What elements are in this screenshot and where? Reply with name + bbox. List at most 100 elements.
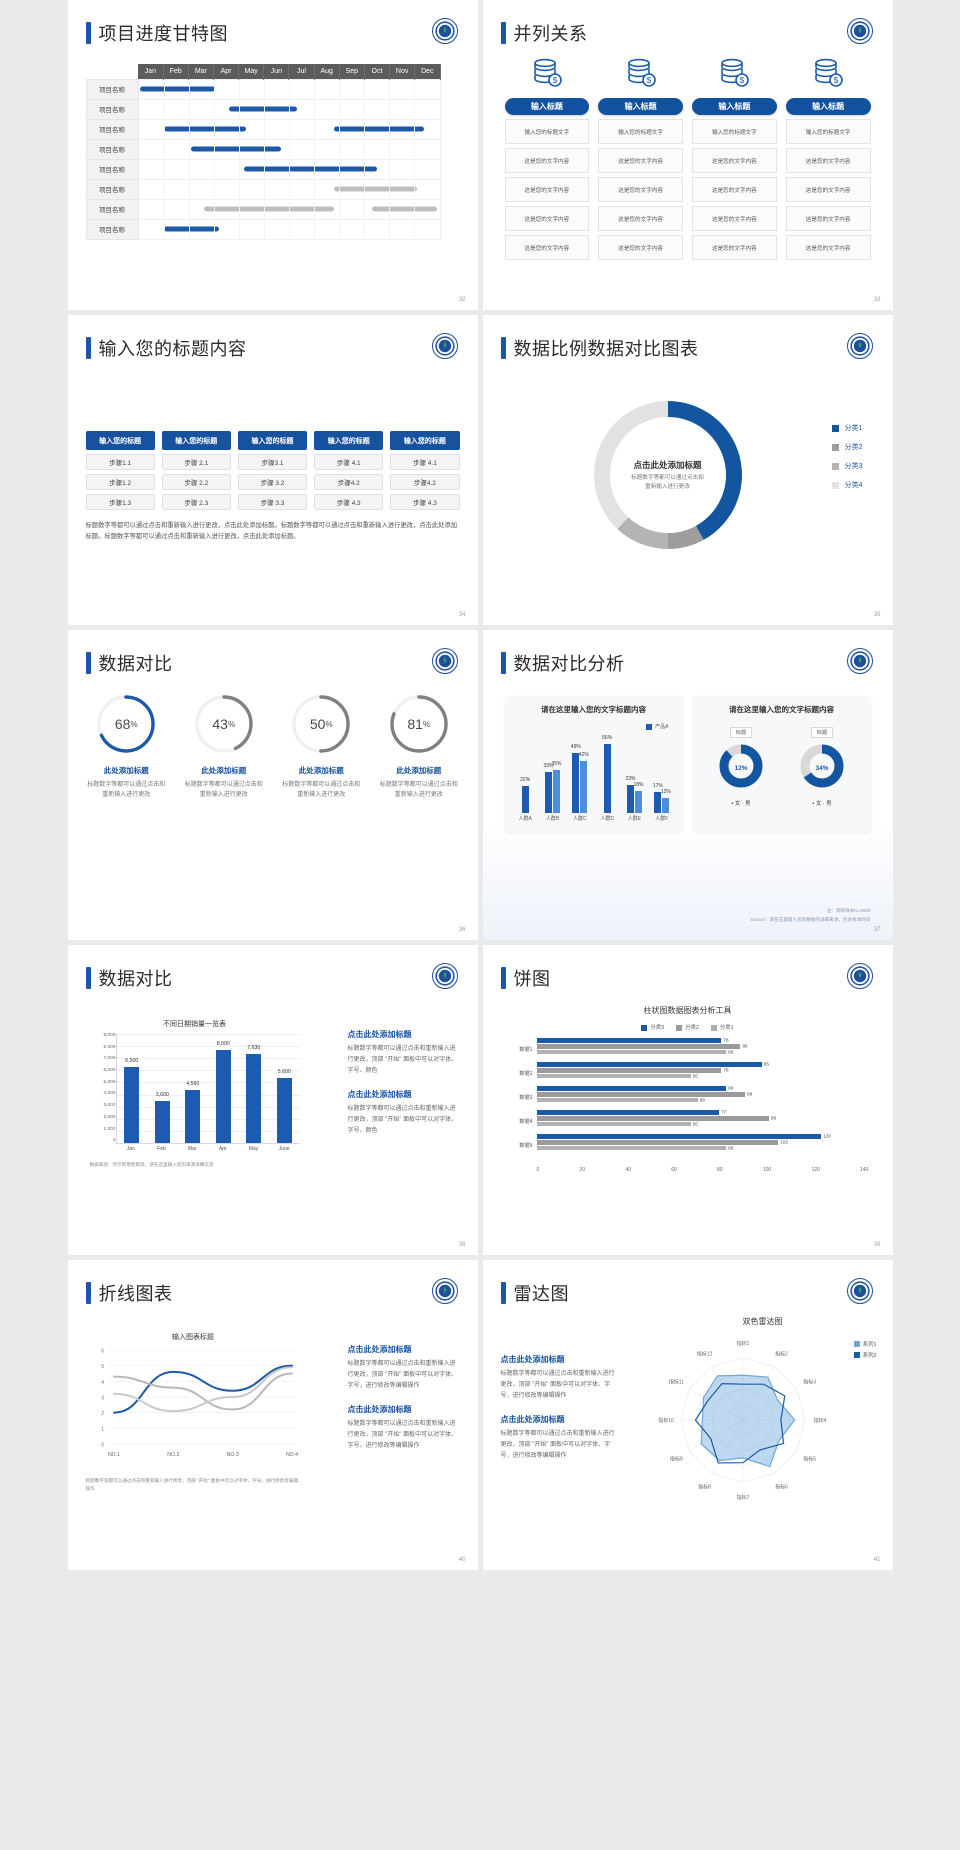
bar[interactable]: 7,630 (246, 1045, 262, 1143)
column-pill-button[interactable]: 输入标题 (785, 98, 871, 115)
bar[interactable]: 12% (661, 789, 671, 813)
donut-segment[interactable] (593, 401, 668, 529)
content-cell[interactable]: 输入您的标题文字 (598, 119, 683, 144)
content-cell[interactable]: 这是您的文字内容 (785, 148, 871, 173)
bar[interactable]: 80 (536, 1086, 733, 1091)
step-cell[interactable]: 步骤 4.3 (390, 494, 460, 510)
bar[interactable]: 56% (602, 735, 612, 813)
bar[interactable]: 80 (536, 1050, 733, 1055)
content-cell[interactable]: 这是您的文字内容 (598, 148, 683, 173)
step-cell[interactable]: 步骤 4.1 (390, 454, 460, 470)
bar[interactable]: 35% (551, 761, 561, 813)
bar[interactable]: 65 (536, 1074, 698, 1079)
content-cell[interactable]: 这是您的文字内容 (785, 206, 871, 231)
bar[interactable]: 42% (579, 752, 589, 813)
step-cell[interactable]: 步骤 2.3 (161, 494, 231, 510)
slide-35[interactable]: 数据比例数据对比图表 点击此处添加标题 标题数字等都可以通过点击和 重新输入进行更… (482, 315, 893, 625)
bar[interactable]: 3,600 (154, 1092, 170, 1143)
content-cell[interactable]: 输入您的标题文字 (692, 119, 777, 144)
bar[interactable]: 22% (520, 777, 530, 813)
donut-segment[interactable] (616, 517, 668, 549)
step-cell[interactable]: 步骤 3.2 (237, 474, 308, 490)
bar[interactable]: 78 (536, 1068, 729, 1073)
coin-stack-icon: $ (530, 58, 564, 93)
bar[interactable]: 5,600 (276, 1069, 292, 1143)
bar[interactable]: 120 (536, 1134, 831, 1139)
gantt-bar[interactable] (163, 226, 219, 232)
content-cell[interactable]: 这是您的文字内容 (692, 206, 777, 231)
step-cell[interactable]: 步骤 3.3 (237, 494, 308, 510)
step-cell[interactable]: 步骤4.2 (390, 474, 460, 490)
gantt-bar[interactable] (139, 86, 215, 92)
bar[interactable]: 65 (536, 1122, 698, 1127)
bar[interactable]: 33% (543, 763, 553, 813)
content-cell[interactable]: 这是您的文字内容 (692, 148, 777, 173)
step-cell[interactable]: 步骤1.3 (85, 494, 155, 510)
content-cell[interactable]: 这是您的文字内容 (598, 206, 683, 231)
slide-40[interactable]: 折线图表 输入图表标题 6 5 4 3 2 1 0 NO.1 NO.2 NO.3 NO.4 标题数字… (67, 1260, 478, 1570)
donut-segment[interactable] (667, 401, 742, 540)
gantt-bar[interactable] (243, 166, 377, 172)
gantt-bar[interactable] (334, 126, 425, 132)
slide-32[interactable]: 项目进度甘特图 Jan Feb Mar Apr May Jun Jul Aug Sep Oct No… (67, 0, 478, 310)
step-cell[interactable]: 步骤1.1 (85, 454, 155, 470)
column-pill-button[interactable]: 输入标题 (598, 98, 683, 115)
gantt-bar[interactable] (334, 186, 417, 192)
gantt-bar[interactable] (191, 146, 282, 152)
bar[interactable]: 49% (571, 744, 581, 813)
content-cell[interactable]: 这是您的文字内容 (504, 177, 590, 202)
bar[interactable]: 86 (536, 1044, 748, 1049)
gantt-bar[interactable] (371, 206, 437, 212)
slide-41[interactable]: 雷达图 双色雷达图 点击此处添加标题 标题数字等都可以通过点击和重新输入进行更改，… (482, 1260, 893, 1570)
gantt-bar[interactable] (203, 206, 335, 212)
bar[interactable]: 102 (536, 1140, 788, 1145)
content-cell[interactable]: 输入您的标题文字 (785, 119, 871, 144)
step-cell[interactable]: 步骤 2.1 (161, 454, 231, 470)
slide-33[interactable]: 并列关系 $ 输入标题 输入您的标题文字 这是您的文字内容 这是您的文字内容 这是您的文字… (482, 0, 893, 310)
bar[interactable]: 78 (536, 1038, 729, 1043)
content-cell[interactable]: 这是您的文字内容 (598, 177, 683, 202)
content-cell[interactable]: 这是您的文字内容 (785, 177, 871, 202)
content-cell[interactable]: 这是您的文字内容 (504, 148, 590, 173)
step-header[interactable]: 输入您的标题 (314, 431, 384, 450)
slide-34[interactable]: 输入您的标题内容 输入您的标题 步骤1.1 步骤1.2 步骤1.3 输入您的标题 步骤 2… (67, 315, 478, 625)
step-header[interactable]: 输入您的标题 (390, 431, 460, 450)
step-header[interactable]: 输入您的标题 (161, 431, 231, 450)
content-cell[interactable]: 这是您的文字内容 (692, 235, 777, 260)
bar[interactable]: 17% (653, 783, 663, 813)
content-cell[interactable]: 输入您的标题文字 (504, 119, 590, 144)
bar[interactable]: 23% (625, 776, 635, 813)
bar[interactable]: 77 (536, 1110, 726, 1115)
bar[interactable]: 98 (536, 1116, 776, 1121)
step-cell[interactable]: 步骤4.2 (314, 474, 384, 490)
donut-segment[interactable] (667, 525, 704, 549)
content-cell[interactable]: 这是您的文字内容 (692, 177, 777, 202)
step-cell[interactable]: 步骤 4.1 (314, 454, 384, 470)
slide-37[interactable]: 数据对比分析 请在这里输入您的文字标题内容 产品A 22% 33% 35% 49% 42… (482, 630, 893, 940)
bar[interactable]: 95 (536, 1062, 769, 1067)
slide-38[interactable]: 数据对比 不同日期销量一览表 9,000 8,000 7,000 6,000 5,000… (67, 945, 478, 1255)
content-cell[interactable]: 这是您的文字内容 (504, 206, 590, 231)
content-cell[interactable]: 这是您的文字内容 (504, 235, 590, 260)
slide-39[interactable]: 饼图 柱状图数据图表分析工具 分类3 分类2 分类1 数据1 78 86 80 数据2 95 7… (482, 945, 893, 1255)
bar[interactable]: 8,000 (215, 1041, 231, 1143)
step-cell[interactable]: 步骤1.2 (85, 474, 155, 490)
bar[interactable]: 88 (536, 1092, 752, 1097)
bar[interactable]: 4,560 (185, 1081, 201, 1143)
step-header[interactable]: 输入您的标题 (85, 431, 155, 450)
gantt-bar[interactable] (163, 126, 247, 132)
step-cell[interactable]: 步骤 4.3 (314, 494, 384, 510)
step-cell[interactable]: 步骤3.1 (237, 454, 308, 470)
bar[interactable]: 68 (536, 1098, 705, 1103)
bar[interactable]: 80 (536, 1146, 733, 1151)
column-pill-button[interactable]: 输入标题 (692, 98, 777, 115)
bar[interactable]: 18% (633, 782, 643, 813)
content-cell[interactable]: 这是您的文字内容 (785, 235, 871, 260)
slide-36[interactable]: 数据对比 68% 此处添加标题 标题数字等都可以通过点击和重新输入进行更改 43% 此处… (67, 630, 478, 940)
gantt-bar[interactable] (228, 106, 297, 112)
column-pill-button[interactable]: 输入标题 (504, 98, 590, 115)
step-header[interactable]: 输入您的标题 (237, 431, 308, 450)
content-cell[interactable]: 这是您的文字内容 (598, 235, 683, 260)
step-cell[interactable]: 步骤 2.2 (161, 474, 231, 490)
bar[interactable]: 6,500 (124, 1058, 140, 1143)
